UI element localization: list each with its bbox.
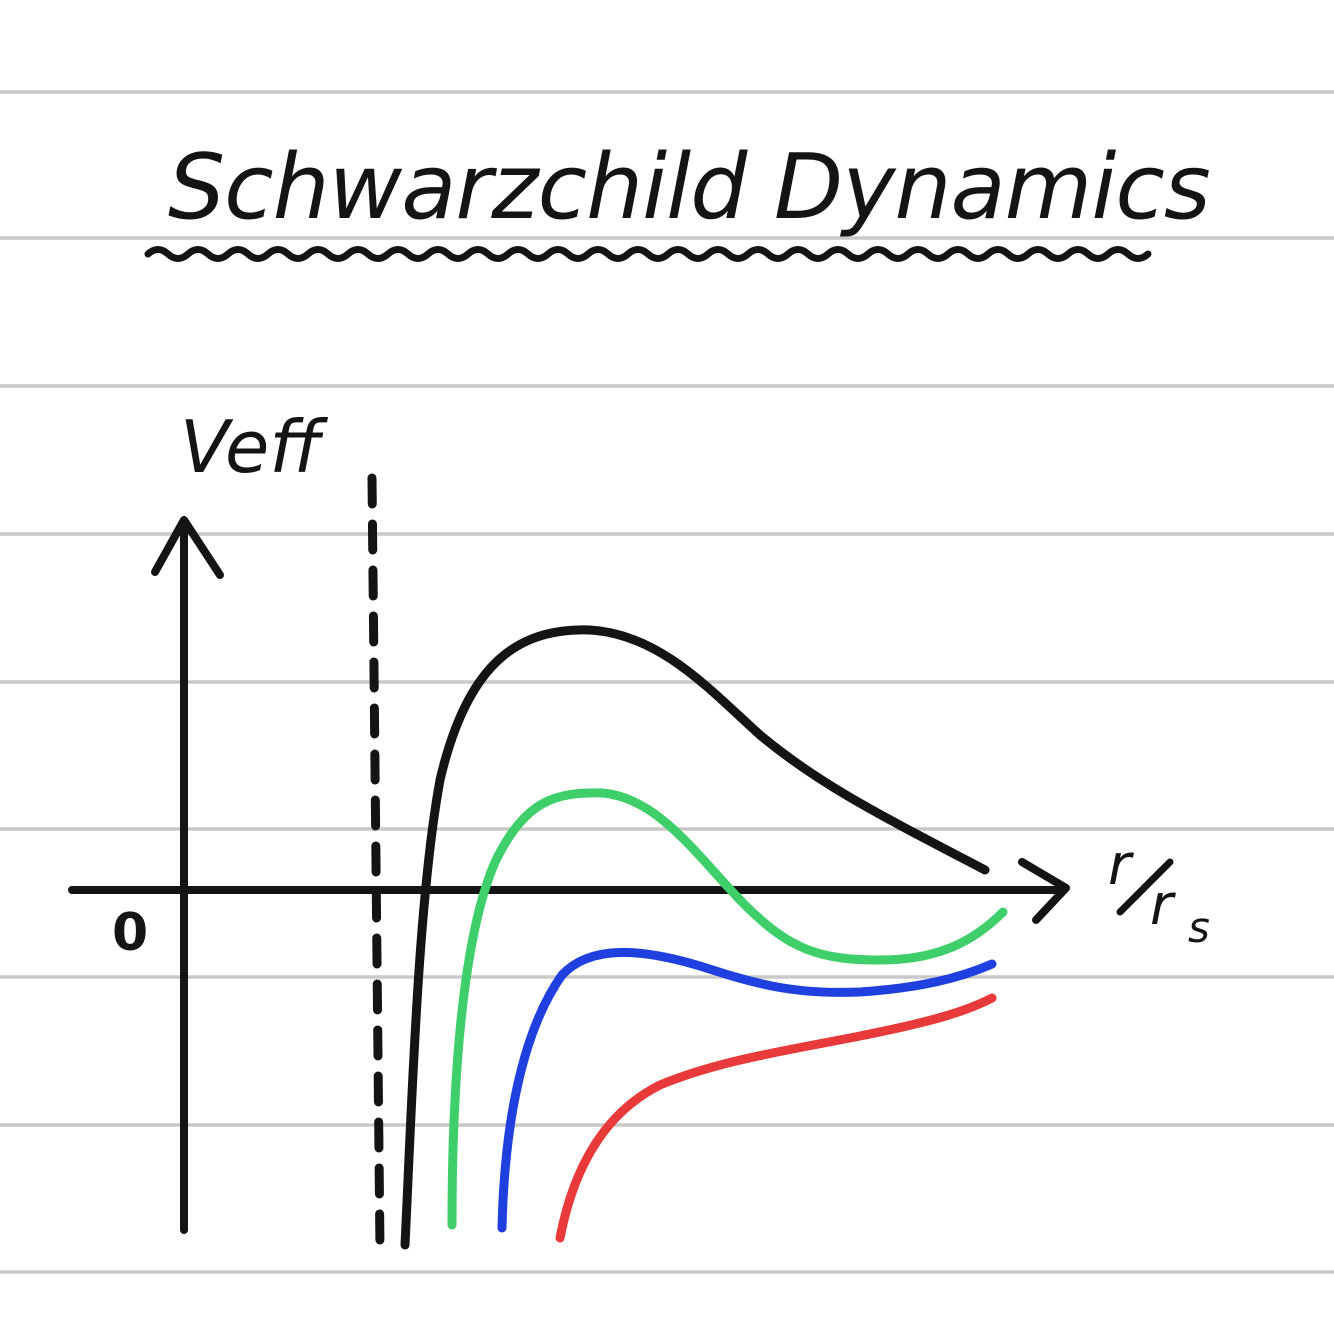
y-axis [151, 516, 224, 1234]
page-title: Schwarzchild Dynamics [168, 135, 1210, 240]
dashed-asymptote-line [367, 473, 385, 1255]
x-axis [68, 858, 1070, 924]
y-axis-arrowhead [151, 516, 224, 579]
x-label-slash [1116, 858, 1174, 916]
potential-curve-green [447, 788, 1008, 1230]
title-wavy-underline [144, 246, 1152, 262]
x-label-numerator: r [1108, 833, 1134, 898]
x-axis-label: r r s [1108, 833, 1210, 952]
x-axis-arrowhead [1018, 858, 1070, 924]
potential-curve-blue [497, 947, 997, 1233]
x-label-denominator: r [1150, 873, 1176, 938]
potential-curve-red [555, 993, 997, 1243]
origin-label: 0 [112, 903, 148, 963]
y-axis-label: Veff [180, 405, 328, 489]
x-label-subscript: s [1188, 903, 1210, 952]
potential-curve-black [400, 625, 990, 1250]
ruled-lines [0, 90, 1334, 1274]
